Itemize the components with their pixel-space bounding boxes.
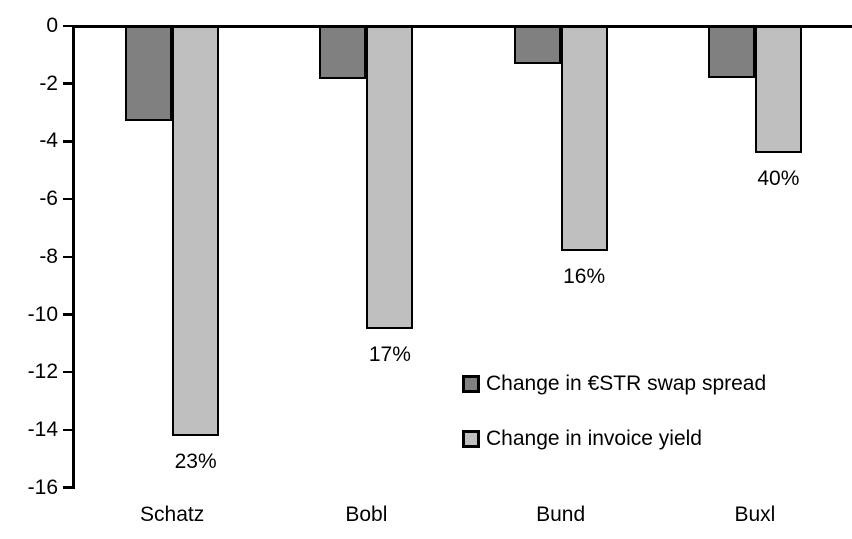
y-tick-mark <box>63 486 72 489</box>
y-tick-mark <box>63 140 72 143</box>
y-tick-mark <box>63 82 72 85</box>
bar-value-label-bund: 16% <box>563 265 606 289</box>
y-tick-label: -10 <box>27 302 58 326</box>
y-tick-label: -2 <box>39 71 58 95</box>
y-tick-label: -16 <box>27 475 58 499</box>
bar-value-label-schatz: 23% <box>174 449 217 473</box>
y-tick-label: -6 <box>39 187 58 211</box>
x-category-label-buxl: Buxl <box>734 503 776 526</box>
y-tick-mark <box>63 197 72 201</box>
y-tick-label: -14 <box>27 417 58 441</box>
y-tick-mark <box>63 428 72 432</box>
x-category-label-bobl: Bobl <box>345 503 388 526</box>
bar-buxl-invoice-yield <box>754 26 802 153</box>
bar-bobl-swap-spread <box>319 26 367 80</box>
y-tick-mark <box>63 24 72 28</box>
bar-schatz-swap-spread <box>125 26 173 122</box>
legend-label-invoice-yield: Change in invoice yield <box>486 427 702 450</box>
bar-value-label-bobl: 17% <box>368 342 411 366</box>
y-tick-label: -4 <box>39 129 58 153</box>
x-category-label-bund: Bund <box>536 503 586 526</box>
y-tick-mark <box>63 255 72 259</box>
y-tick-label: -8 <box>39 244 58 268</box>
bar-buxl-swap-spread <box>707 26 755 78</box>
y-tick-label: 0 <box>46 14 58 37</box>
legend-swatch-swap-spread-icon <box>462 375 480 393</box>
bar-schatz-invoice-yield <box>172 26 220 436</box>
y-axis-line <box>72 24 75 490</box>
y-tick-mark <box>63 370 72 374</box>
legend: Change in €STR swap spread Change in inv… <box>462 372 766 451</box>
legend-swatch-invoice-yield-icon <box>462 430 480 448</box>
legend-label-swap-spread: Change in €STR swap spread <box>486 372 767 395</box>
y-tick-mark <box>63 313 72 316</box>
x-axis-zero-line <box>72 24 852 28</box>
bar-value-label-buxl: 40% <box>757 166 800 190</box>
x-category-label-schatz: Schatz <box>140 503 205 526</box>
bar-bund-invoice-yield <box>560 26 608 252</box>
bar-bund-swap-spread <box>513 26 561 64</box>
y-tick-label: -12 <box>27 360 58 384</box>
legend-item-invoice-yield: Change in invoice yield <box>462 427 766 451</box>
legend-item-swap-spread: Change in €STR swap spread <box>462 372 766 396</box>
bar-bobl-invoice-yield <box>366 26 414 329</box>
